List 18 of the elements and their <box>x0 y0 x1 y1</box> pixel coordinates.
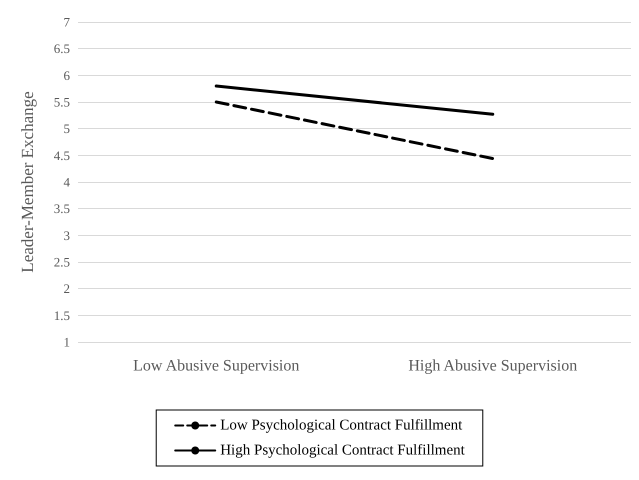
legend-label: High Psychological Contract Fulfillment <box>220 442 466 458</box>
y-tick-label: 5.5 <box>54 94 70 110</box>
y-axis-title: Leader-Member Exchange <box>18 91 37 273</box>
y-tick-label: 4 <box>64 174 70 190</box>
x-tick-label: High Abusive Supervision <box>408 358 578 374</box>
y-tick-label: 1.5 <box>54 308 70 323</box>
y-tick-label: 2.5 <box>54 254 70 270</box>
y-tick-label: 6 <box>64 68 70 83</box>
x-tick-label: Low Abusive Supervision <box>133 358 300 374</box>
y-tick-label: 5 <box>64 121 70 136</box>
y-tick-label: 3 <box>64 228 70 243</box>
y-tick-label: 1 <box>64 334 70 350</box>
y-tick-label: 4.5 <box>54 148 70 163</box>
y-tick-label: 6.5 <box>54 41 70 56</box>
y-tick-label: 2 <box>64 281 70 296</box>
legend-label: Low Psychological Contract Fulfillment <box>220 418 464 434</box>
y-tick-label: 3.5 <box>54 201 70 216</box>
y-tick-label: 7 <box>64 14 70 30</box>
